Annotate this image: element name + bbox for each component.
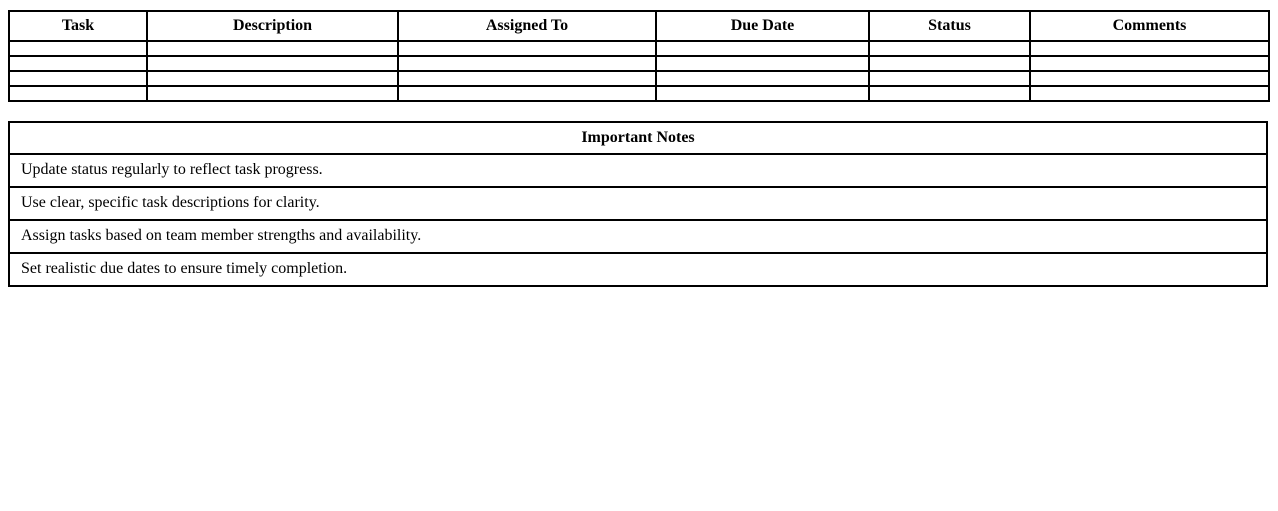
empty-task-cell[interactable]: [8, 40, 148, 57]
column-header-comments: Comments: [1029, 10, 1270, 42]
note-text: Use clear, specific task descriptions fo…: [8, 186, 1268, 221]
empty-description-cell[interactable]: [146, 55, 399, 72]
important-notes-table: Important Notes Update status regularly …: [8, 121, 1268, 287]
task-table-row: [8, 55, 1270, 72]
empty-due-date-cell[interactable]: [655, 55, 870, 72]
empty-assigned-to-cell[interactable]: [397, 40, 657, 57]
note-row: Use clear, specific task descriptions fo…: [8, 186, 1268, 221]
task-table-header-row: Task Description Assigned To Due Date St…: [8, 10, 1270, 42]
column-header-status: Status: [868, 10, 1031, 42]
empty-due-date-cell[interactable]: [655, 70, 870, 87]
empty-task-cell[interactable]: [8, 70, 148, 87]
column-header-due-date: Due Date: [655, 10, 870, 42]
empty-status-cell[interactable]: [868, 85, 1031, 102]
empty-description-cell[interactable]: [146, 40, 399, 57]
empty-assigned-to-cell[interactable]: [397, 55, 657, 72]
note-text: Update status regularly to reflect task …: [8, 153, 1268, 188]
empty-status-cell[interactable]: [868, 70, 1031, 87]
column-header-task: Task: [8, 10, 148, 42]
note-row: Assign tasks based on team member streng…: [8, 219, 1268, 254]
note-row: Update status regularly to reflect task …: [8, 153, 1268, 188]
empty-assigned-to-cell[interactable]: [397, 70, 657, 87]
empty-task-cell[interactable]: [8, 85, 148, 102]
task-tracker-table: Task Description Assigned To Due Date St…: [8, 10, 1270, 102]
empty-description-cell[interactable]: [146, 70, 399, 87]
task-table-row: [8, 85, 1270, 102]
empty-assigned-to-cell[interactable]: [397, 85, 657, 102]
document-page: Task Description Assigned To Due Date St…: [0, 10, 1278, 511]
empty-comments-cell[interactable]: [1029, 85, 1270, 102]
task-table-row: [8, 40, 1270, 57]
column-header-assigned-to: Assigned To: [397, 10, 657, 42]
task-table-row: [8, 70, 1270, 87]
empty-due-date-cell[interactable]: [655, 85, 870, 102]
notes-title: Important Notes: [8, 121, 1268, 155]
notes-header-row: Important Notes: [8, 121, 1268, 155]
column-header-description: Description: [146, 10, 399, 42]
note-text: Set realistic due dates to ensure timely…: [8, 252, 1268, 287]
note-row: Set realistic due dates to ensure timely…: [8, 252, 1268, 287]
note-text: Assign tasks based on team member streng…: [8, 219, 1268, 254]
empty-comments-cell[interactable]: [1029, 40, 1270, 57]
empty-description-cell[interactable]: [146, 85, 399, 102]
empty-status-cell[interactable]: [868, 55, 1031, 72]
empty-comments-cell[interactable]: [1029, 55, 1270, 72]
empty-due-date-cell[interactable]: [655, 40, 870, 57]
empty-comments-cell[interactable]: [1029, 70, 1270, 87]
empty-status-cell[interactable]: [868, 40, 1031, 57]
empty-task-cell[interactable]: [8, 55, 148, 72]
